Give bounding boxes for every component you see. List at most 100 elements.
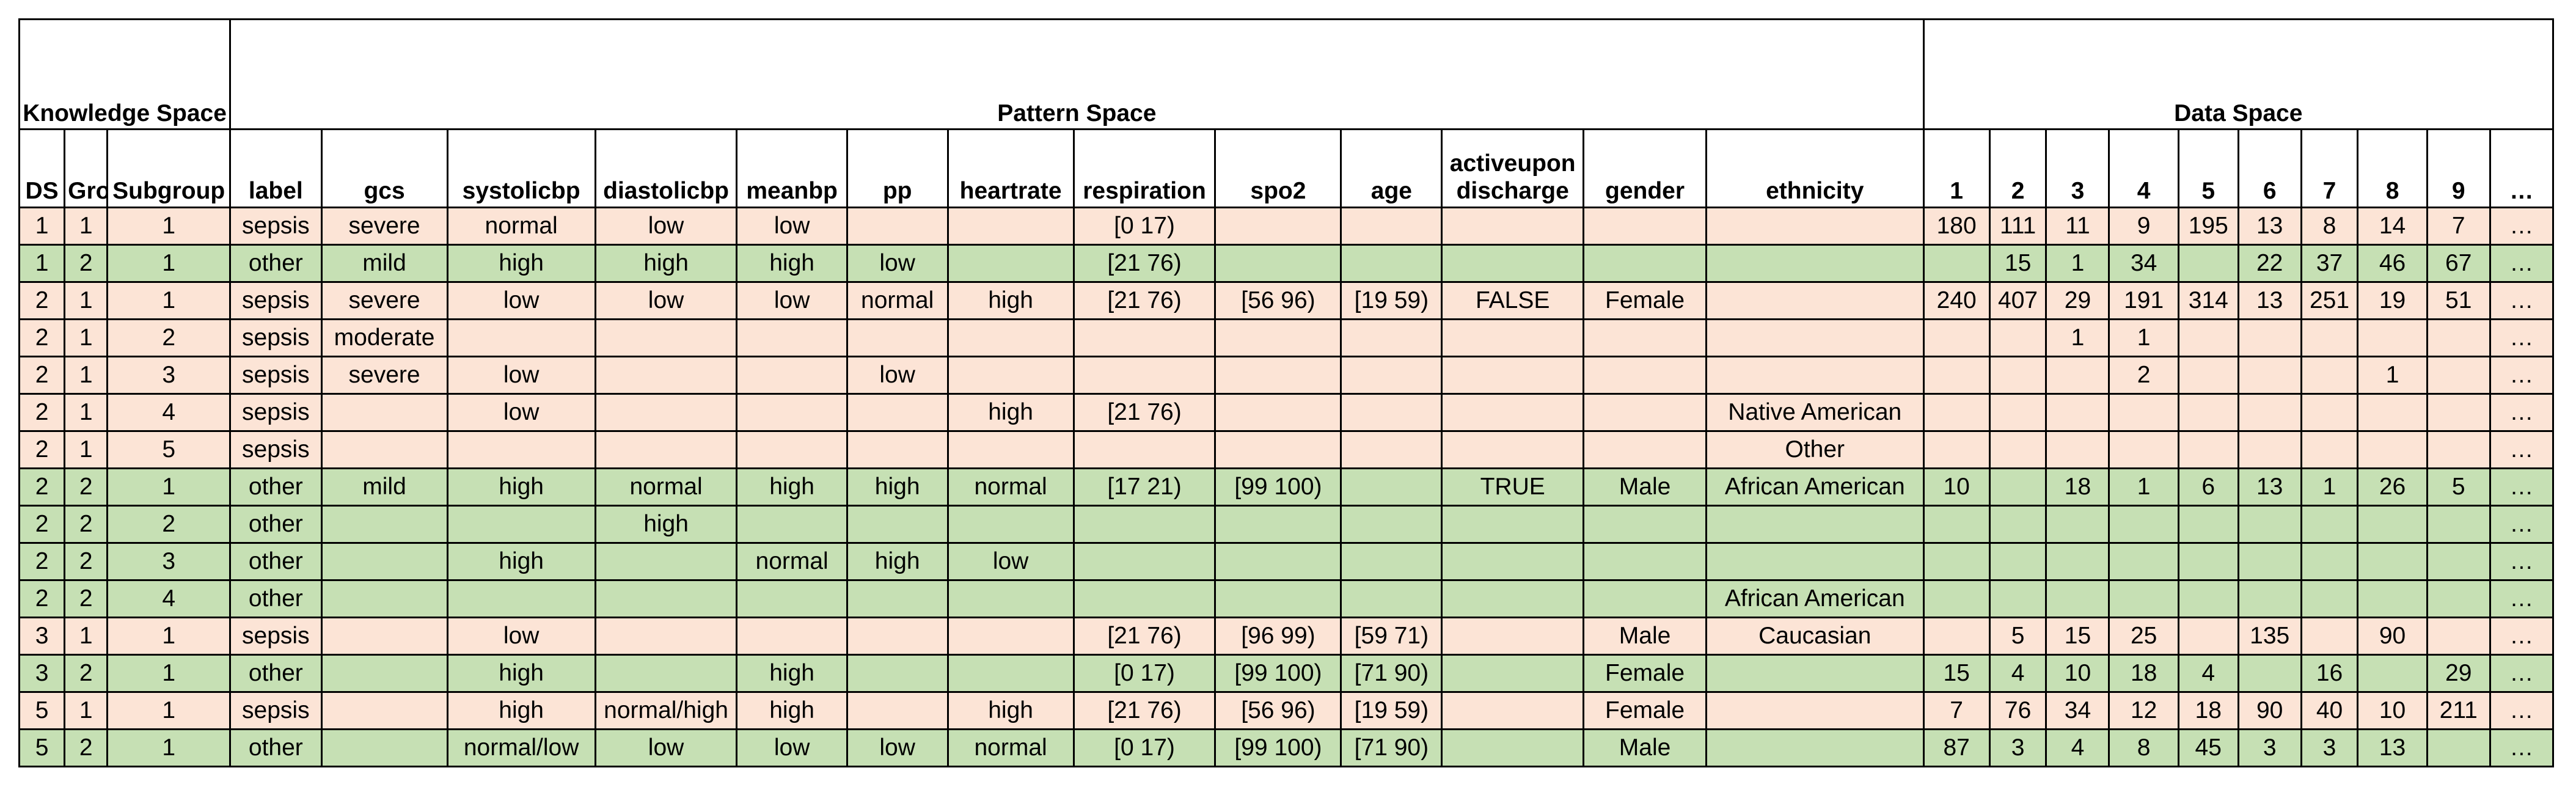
table-cell xyxy=(1214,505,1342,544)
table-cell: normal xyxy=(946,467,1075,507)
column-header: Group xyxy=(64,128,109,208)
table-row: 5 1 1 sepsis high normal/high high high [21 76)[… xyxy=(18,691,2555,730)
table-cell: low xyxy=(594,728,738,767)
table-cell xyxy=(320,393,448,432)
table-cell xyxy=(2045,356,2110,395)
table-cell xyxy=(2108,505,2179,544)
table-cell: [21 76) xyxy=(1072,691,1217,730)
column-header: diastolicbp xyxy=(594,128,738,208)
column-header: ethnicity xyxy=(1705,128,1925,208)
table-cell xyxy=(1583,505,1707,544)
column-header: 3 xyxy=(2045,128,2110,208)
table-cell: severe xyxy=(320,281,448,320)
table-cell: normal xyxy=(446,207,596,246)
table-cell: 111 xyxy=(1988,207,2047,246)
table-cell xyxy=(594,542,738,581)
table-cell xyxy=(1340,579,1443,618)
column-header-row: DSGroupSubgrouplabelgcssystolicbpdiastol… xyxy=(18,128,2555,208)
column-header: 2 xyxy=(1988,128,2047,208)
table-cell: [96 99) xyxy=(1214,617,1342,656)
table-cell: low xyxy=(446,617,596,656)
table-cell: 1 xyxy=(106,467,232,507)
table-cell xyxy=(2357,430,2428,469)
space-header-row: Knowledge Space Pattern Space Data Space xyxy=(18,18,2555,130)
table-cell xyxy=(2300,617,2359,656)
table-cell xyxy=(846,318,949,357)
table-cell xyxy=(1340,393,1443,432)
column-header: 4 xyxy=(2108,128,2179,208)
table-cell xyxy=(2300,318,2359,357)
table-cell: 2 xyxy=(18,542,66,581)
column-header: gcs xyxy=(320,128,448,208)
column-header: pp xyxy=(846,128,949,208)
table-cell xyxy=(1214,542,1342,581)
column-header: gender xyxy=(1583,128,1707,208)
table-cell xyxy=(2045,542,2110,581)
table-cell: 5 xyxy=(106,430,232,469)
table-cell: Male xyxy=(1583,728,1707,767)
table-cell xyxy=(2177,617,2239,656)
table-cell: sepsis xyxy=(229,356,323,395)
table-cell: sepsis xyxy=(229,393,323,432)
table-row: 3 2 1 other high high [0 17) [99 100) [71 90) Fem… xyxy=(18,654,2555,693)
table-cell xyxy=(1072,318,1217,357)
table-cell: 13 xyxy=(2237,281,2302,320)
table-row: 2 2 1 other mild high normal high high normal [17 … xyxy=(18,467,2555,507)
table-cell: low xyxy=(594,207,738,246)
table-cell xyxy=(2045,505,2110,544)
column-header: 6 xyxy=(2237,128,2302,208)
table-cell xyxy=(2177,542,2239,581)
table-cell: other xyxy=(229,728,323,767)
table-cell: 5 xyxy=(18,691,66,730)
table-cell: high xyxy=(594,505,738,544)
table-cell: 3 xyxy=(1988,728,2047,767)
table-cell xyxy=(2177,579,2239,618)
table-cell xyxy=(2237,505,2302,544)
table-cell xyxy=(1441,579,1585,618)
column-header: respiration xyxy=(1072,128,1217,208)
table-cell: mild xyxy=(320,244,448,283)
table-cell: high xyxy=(946,393,1075,432)
table-cell xyxy=(1441,617,1585,656)
table-cell: 1 xyxy=(2357,356,2428,395)
table-cell: 4 xyxy=(2045,728,2110,767)
table-cell xyxy=(1705,318,1925,357)
table-cell: low xyxy=(736,207,848,246)
table-cell xyxy=(2045,430,2110,469)
table-cell xyxy=(1705,281,1925,320)
table-cell: [99 100) xyxy=(1214,654,1342,693)
table-cell xyxy=(1705,542,1925,581)
table-cell: low xyxy=(736,728,848,767)
table-cell: normal/low xyxy=(446,728,596,767)
table-cell xyxy=(320,728,448,767)
table-cell xyxy=(1072,542,1217,581)
table-cell xyxy=(320,542,448,581)
table-cell: 2 xyxy=(106,318,232,357)
table-cell: 10 xyxy=(1922,467,1991,507)
table-cell: [0 17) xyxy=(1072,728,1217,767)
table-cell: 3 xyxy=(2300,728,2359,767)
table-cell xyxy=(1922,617,1991,656)
table-cell xyxy=(2426,318,2491,357)
table-row: 5 2 1 other normal/low low low low normal [0 17)[… xyxy=(18,728,2555,767)
column-header: systolicbp xyxy=(446,128,596,208)
table-cell xyxy=(2357,393,2428,432)
table-cell: 3 xyxy=(106,356,232,395)
table-cell xyxy=(2300,356,2359,395)
table-cell: [21 76) xyxy=(1072,281,1217,320)
table-cell: … xyxy=(2489,467,2555,507)
table-cell xyxy=(1705,356,1925,395)
table-cell: [99 100) xyxy=(1214,728,1342,767)
table-cell: normal/high xyxy=(594,691,738,730)
table-cell: 45 xyxy=(2177,728,2239,767)
table-cell xyxy=(1705,505,1925,544)
table-cell: 18 xyxy=(2045,467,2110,507)
table-cell: 1 xyxy=(64,207,109,246)
table-cell xyxy=(1441,318,1585,357)
table-cell xyxy=(1441,356,1585,395)
table-cell: 18 xyxy=(2177,691,2239,730)
table-cell: 1 xyxy=(106,617,232,656)
table-cell: 7 xyxy=(1922,691,1991,730)
table-cell xyxy=(2357,654,2428,693)
table-cell: high xyxy=(446,691,596,730)
